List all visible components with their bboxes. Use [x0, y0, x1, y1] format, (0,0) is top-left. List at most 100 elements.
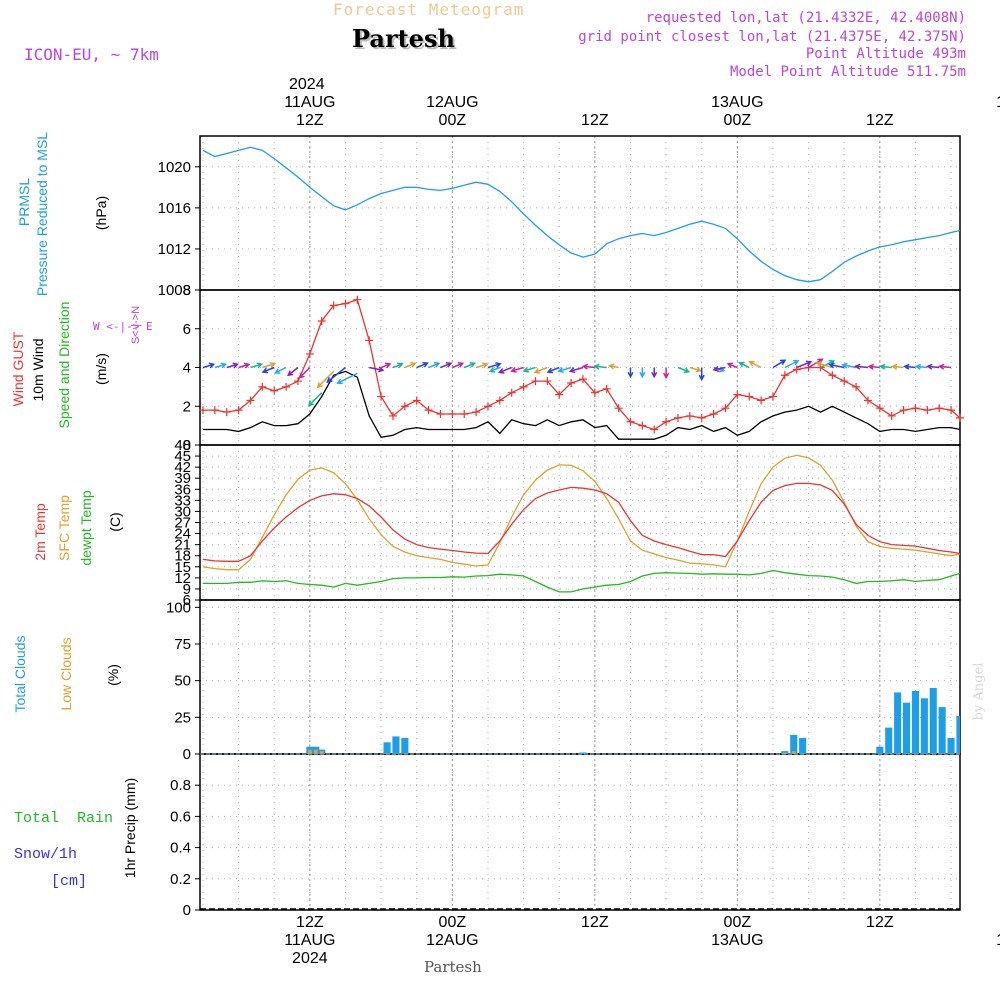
- total-cloud-bar: [579, 752, 587, 754]
- wind-gust-marker: [365, 336, 374, 345]
- wind-arrow: [287, 366, 299, 376]
- wind-arrow-head: [433, 361, 441, 368]
- wind-gust-marker: [590, 388, 599, 397]
- wind-gust-marker: [757, 396, 766, 405]
- temp-2m-label: 2m Temp: [32, 503, 48, 561]
- wind-arrow-head: [269, 362, 277, 368]
- wind-arrow: [214, 363, 226, 369]
- ytick-label: 75: [174, 636, 191, 653]
- bottom-axis-tick: 12Z: [840, 914, 920, 932]
- wind-gust-marker: [947, 406, 956, 415]
- wind-arrow: [842, 364, 857, 369]
- bottom-axis-tick: 00Z14AUG: [982, 914, 1000, 950]
- wind-gust-marker: [472, 408, 481, 417]
- ytick-label: 33: [174, 492, 191, 509]
- wind-arrow-head: [854, 363, 861, 370]
- wind-arrow: [317, 370, 335, 388]
- wind-gust-marker: [578, 375, 587, 384]
- location-title: Partesh: [352, 24, 455, 53]
- wind-arrow-head: [748, 360, 755, 367]
- wind-arrow: [772, 359, 786, 369]
- ytick-label: 15: [174, 559, 191, 576]
- panel-frame: [199, 599, 961, 755]
- ytick-label: 0.2: [170, 871, 191, 888]
- wind-gust-marker: [697, 413, 706, 422]
- wind-arrow-head: [546, 367, 554, 374]
- wind-arrow: [820, 360, 835, 369]
- wind-gust-marker: [329, 301, 338, 310]
- wind-arrow: [892, 365, 904, 369]
- wind-arrow: [262, 363, 275, 369]
- wind-gust-marker: [341, 299, 350, 308]
- chart-title: Forecast Meteogram: [333, 0, 525, 19]
- total-cloud-bar: [929, 688, 937, 754]
- wind-arrow-head: [397, 362, 404, 369]
- wind-arrow-head: [867, 363, 874, 370]
- ytick-label: 6: [183, 592, 191, 609]
- wind-gust-marker: [424, 406, 433, 415]
- ytick-label: 21: [174, 537, 191, 554]
- bottom-axis-year: 2024: [292, 950, 328, 967]
- wind-arrow-head: [663, 372, 670, 380]
- ytick-label: 50: [174, 673, 191, 690]
- ytick-label: 0.4: [170, 840, 191, 857]
- wind-arrow-head: [608, 363, 615, 370]
- wind-arrow-head: [805, 360, 813, 367]
- wind-arrow-head: [287, 370, 294, 377]
- wind-arrow-head: [510, 366, 517, 373]
- wind-arrow: [713, 366, 726, 371]
- top-axis-date: 11AUG: [284, 94, 336, 111]
- wind-arrow-head: [457, 361, 465, 368]
- wind-arrow: [369, 366, 384, 371]
- wind-arrow: [796, 361, 812, 369]
- wind-arrow: [784, 360, 799, 369]
- temp-unit: (C): [107, 512, 123, 532]
- wind-arrow: [511, 366, 524, 372]
- bottom-axis-date: 11AUG: [284, 932, 336, 949]
- wind-gust-marker: [555, 390, 564, 399]
- bottom-axis-date: 12AUG: [426, 932, 479, 949]
- wind-arrow: [463, 362, 475, 369]
- wind-gust-marker: [198, 406, 207, 415]
- wind-arrow: [880, 365, 892, 369]
- panel-frame: [199, 135, 961, 291]
- cloud-unit: (%): [105, 664, 121, 686]
- total-cloud-bar: [885, 727, 893, 754]
- wind-arrow-head: [522, 366, 530, 373]
- wind-arrow-head: [232, 362, 239, 369]
- wind-gust-marker: [388, 411, 397, 420]
- bottom-axis-tick: 12Z: [555, 914, 635, 932]
- wind-unit: (m/s): [93, 353, 109, 385]
- wind-arrow: [392, 363, 403, 369]
- total-cloud-bar: [938, 707, 946, 754]
- wind-gust-marker: [377, 392, 386, 401]
- total-cloud-bar: [392, 736, 400, 754]
- wind-gust-marker: [460, 410, 469, 418]
- total-cloud-bar: [401, 737, 409, 754]
- wind-arrow-head: [828, 362, 835, 369]
- low-cloud-bar: [792, 751, 796, 754]
- temp-dewpt-label: dewpt Temp: [78, 490, 94, 566]
- wind-compass-we: W <-|-> E: [93, 320, 153, 333]
- wind-arrow-head: [298, 372, 305, 379]
- wind-arrow: [489, 366, 501, 373]
- wind-arrow-head: [903, 363, 910, 370]
- top-axis-date: 12AUG: [426, 94, 479, 111]
- wind-arrow-head: [220, 362, 228, 369]
- watermark: by Angel: [971, 662, 987, 721]
- wind-arrow: [475, 363, 488, 369]
- ytick-label: 18: [174, 548, 191, 565]
- wind-arrow-head: [683, 367, 691, 374]
- wind-arrow-head: [410, 361, 417, 368]
- bottom-axis-tick: 00Z 13AUG: [697, 914, 777, 950]
- wind-gust-marker: [662, 417, 671, 426]
- wind-arrow: [404, 362, 416, 369]
- wind-arrow: [916, 365, 928, 369]
- wind-arrow-head: [738, 361, 745, 368]
- wind-gust-marker: [531, 377, 540, 386]
- wind-arrow-head: [377, 366, 385, 373]
- ytick-label: 0.8: [170, 777, 191, 794]
- top-axis-date: 13AUG: [711, 94, 764, 111]
- wind-gust-marker: [956, 413, 964, 422]
- pressure-unit: (hPa): [93, 195, 109, 231]
